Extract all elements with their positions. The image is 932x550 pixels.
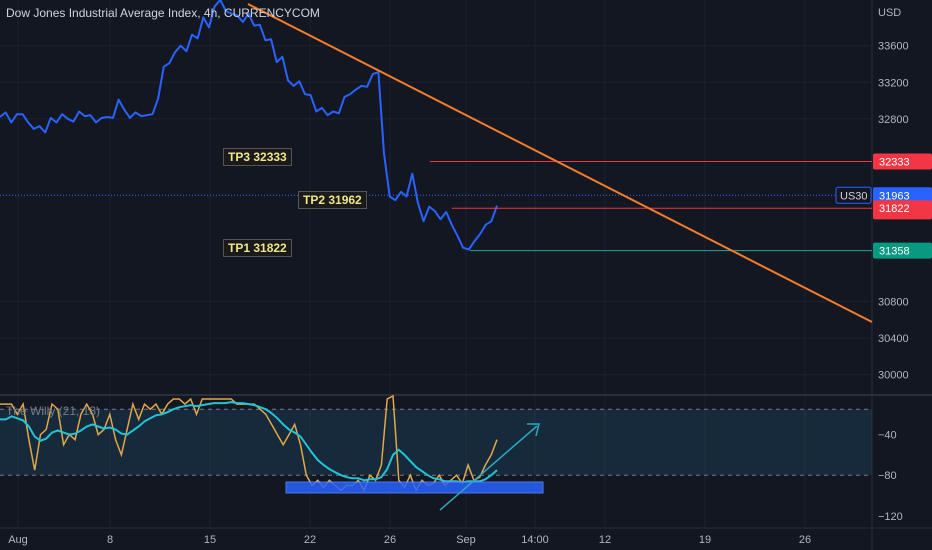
indicator-title: The Willy (21, 13) (6, 404, 101, 418)
time-tick-label: 19 (699, 534, 711, 546)
price-badge-label: 31822 (879, 203, 910, 215)
price-badge (873, 242, 932, 259)
indicator-tick-label: −40 (878, 430, 897, 442)
time-tick-label: Aug (8, 534, 28, 546)
time-tick-label: 12 (599, 534, 611, 546)
time-tick-label: 8 (107, 534, 113, 546)
price-badge-label: 31358 (879, 246, 910, 258)
trend-arrow (439, 425, 538, 511)
price-tick-label: 30000 (878, 370, 909, 382)
time-tick-label: 26 (799, 534, 811, 546)
price-line (0, 0, 498, 251)
price-tick-label: 32800 (878, 114, 909, 126)
price-tick-label: 33200 (878, 77, 909, 89)
symbol-badge (835, 186, 872, 204)
price-badge (873, 153, 932, 170)
time-tick-label: 15 (204, 534, 216, 546)
highlight-box (285, 481, 544, 494)
time-tick-label: 22 (304, 534, 316, 546)
price-tick-label: 30400 (878, 333, 909, 345)
trendline (247, 3, 873, 323)
tp2-annotation: TP2 31962 (298, 191, 367, 209)
tp3-annotation: TP3 32333 (223, 148, 292, 166)
indicator-tick-label: −80 (878, 470, 897, 482)
price-badge (873, 200, 932, 217)
time-tick-label: Sep (456, 534, 476, 546)
price-tick-label: 33600 (878, 41, 909, 53)
price-badge (873, 187, 932, 204)
currency-label: USD (878, 7, 901, 19)
symbol-badge-label: US30 (840, 190, 868, 202)
tp1-annotation: TP1 31822 (223, 239, 292, 257)
price-badge-label: 32333 (879, 156, 910, 168)
time-tick-label: 26 (384, 534, 396, 546)
price-tick-label: 30800 (878, 297, 909, 309)
price-badge-label: 31963 (879, 190, 910, 202)
indicator-zone (0, 409, 872, 476)
indicator-tick-label: −120 (878, 511, 903, 523)
time-tick-label: 14:00 (521, 534, 549, 546)
willy-slow-line (0, 401, 498, 484)
trend-arrow-head (527, 423, 540, 437)
chart-title: Dow Jones Industrial Average Index, 4h, … (6, 6, 320, 20)
